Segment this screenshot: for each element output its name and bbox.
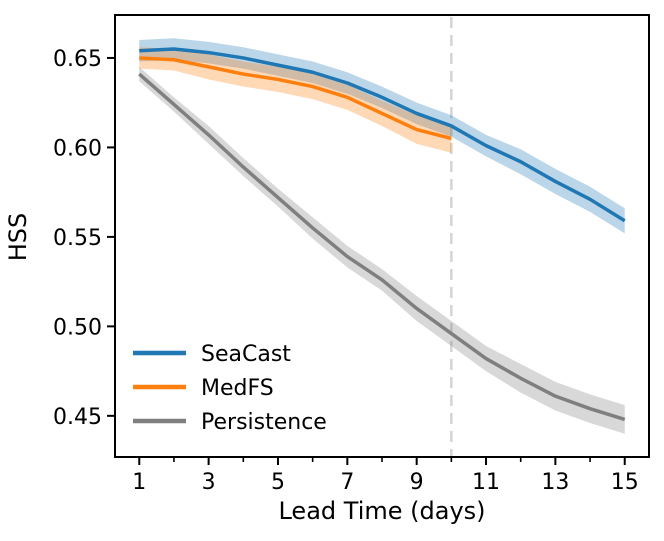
y-tick-label: 0.60 bbox=[53, 136, 102, 161]
persistence-band bbox=[139, 66, 625, 434]
x-tick-label: 15 bbox=[611, 470, 639, 495]
persistence-line bbox=[138, 72, 626, 422]
legend-label-medfs: MedFS bbox=[201, 376, 274, 401]
x-tick-label: 5 bbox=[271, 470, 285, 495]
x-tick-label: 11 bbox=[472, 470, 500, 495]
medfs-line bbox=[139, 56, 452, 141]
y-tick-label: 0.65 bbox=[53, 47, 102, 72]
y-tick-label: 0.55 bbox=[53, 226, 102, 251]
x-tick-label: 7 bbox=[340, 470, 354, 495]
legend-label-persistence: Persistence bbox=[201, 410, 327, 435]
x-tick-label: 13 bbox=[541, 470, 569, 495]
legend-label-seacast: SeaCast bbox=[201, 342, 291, 367]
y-tick-label: 0.45 bbox=[53, 405, 102, 430]
x-tick-label: 9 bbox=[410, 470, 424, 495]
plot-area: 1 3 5 7 9 11 13 150.450.500.550.600.65SeaCastMe… bbox=[53, 14, 650, 495]
seacast-line bbox=[139, 47, 626, 223]
y-tick-label: 0.50 bbox=[53, 315, 102, 340]
x-axis-label: Lead Time (days) bbox=[278, 497, 485, 525]
x-tick-label: 1 bbox=[132, 470, 146, 495]
medfs-band bbox=[139, 47, 452, 153]
x-tick-label: 3 bbox=[202, 470, 216, 495]
y-axis-label: HSS bbox=[4, 213, 32, 262]
seacast-band bbox=[139, 38, 625, 234]
